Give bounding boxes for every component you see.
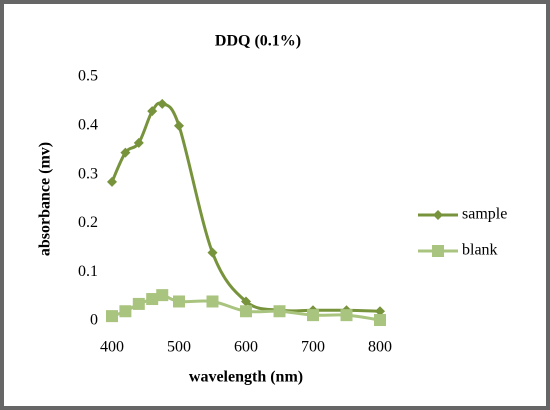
marker: [133, 137, 144, 148]
marker: [157, 98, 168, 109]
marker: [147, 106, 158, 117]
y-tick-label: 0.5: [78, 68, 98, 85]
legend: sample blank: [418, 206, 507, 259]
x-tick-label: 600: [234, 339, 258, 356]
marker: [120, 147, 131, 158]
legend-label: blank: [462, 242, 498, 259]
marker: [375, 306, 385, 317]
marker: [241, 296, 251, 307]
x-tick-label: 500: [167, 339, 191, 356]
marker: [106, 310, 118, 323]
y-tick-label: 0: [90, 312, 98, 329]
x-tick-label: 800: [368, 339, 392, 356]
x-tick-label: 400: [100, 339, 124, 356]
marker: [340, 309, 353, 322]
x-axis-label: wavelength (nm): [189, 369, 303, 386]
y-tick-label: 0.1: [78, 263, 98, 280]
legend-marker: [433, 210, 443, 220]
legend-label: sample: [462, 206, 507, 223]
y-axis-label: absorbance (mv): [37, 142, 54, 256]
marker: [173, 295, 185, 308]
marker: [307, 309, 319, 322]
marker: [273, 305, 286, 318]
marker: [146, 293, 159, 306]
marker: [174, 120, 184, 131]
x-tick-label: 700: [301, 339, 325, 356]
y-tick-label: 0.3: [78, 165, 98, 182]
marker: [207, 247, 218, 258]
marker: [107, 176, 117, 187]
legend-marker: [432, 245, 444, 257]
marker: [119, 305, 132, 318]
marker: [156, 289, 169, 302]
marker: [132, 297, 145, 310]
y-tick-label: 0.2: [78, 214, 98, 231]
marker: [374, 314, 386, 327]
chart-title: DDQ (0.1%): [215, 33, 301, 50]
marker: [240, 305, 252, 318]
y-tick-label: 0.4: [78, 116, 98, 133]
marker: [206, 295, 219, 308]
